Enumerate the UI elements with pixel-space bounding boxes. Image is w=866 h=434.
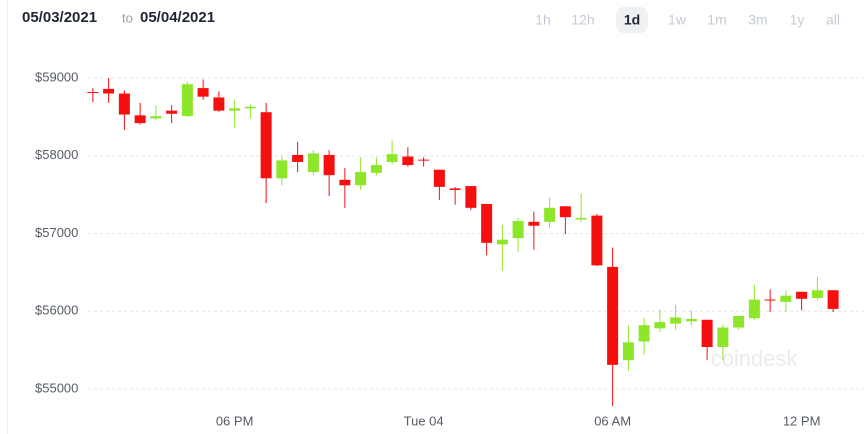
candle-body [528,221,540,226]
candle-body [386,154,398,162]
candle-body [402,156,414,166]
timeframe-selected-bg [616,7,648,33]
candle-body [292,154,304,162]
candle-body [654,322,666,329]
candle-body [181,84,193,117]
date-from[interactable]: 05/03/2021 [22,9,97,26]
candle-body [544,207,556,222]
candle-body [481,203,493,243]
candle-body [465,186,477,208]
candle-body [685,318,697,322]
y-tick-label: $57000 [35,225,78,240]
timeframe-button[interactable]: 3m [748,12,767,28]
candle-body [701,319,713,347]
candle-body [197,88,209,97]
candle-body [370,165,382,173]
candle-body [166,110,178,114]
candle-body [307,153,319,173]
candle-body [433,169,445,187]
watermark: coindesk [711,346,799,371]
candle-body [559,206,571,218]
candle-body [811,290,823,299]
candle-body [276,160,288,179]
candle-body [733,315,745,328]
candle-body [87,91,99,93]
y-tick-label: $56000 [35,303,78,318]
candle-body [229,108,241,111]
y-tick-label: $59000 [35,69,78,84]
x-tick-label: Tue 04 [404,413,444,428]
y-tick-label: $55000 [35,380,78,395]
candle-body [607,266,619,365]
candle-body [339,179,351,186]
candle-body [780,295,792,302]
candle-body [796,291,808,299]
candle-body [717,327,729,347]
candle-body [496,239,508,245]
candle-body [260,112,272,179]
candle-body [244,106,256,109]
timeframe-button[interactable]: 1d [624,12,640,28]
candle-body [355,172,367,186]
candle-body [418,159,430,161]
candle-body [748,299,760,319]
candle-body [213,97,225,111]
candle-body [764,299,776,301]
candle-body [134,115,146,124]
x-tick-label: 06 AM [594,413,631,428]
candle-body [103,88,115,94]
candle-body [670,317,682,324]
candle-body [622,342,634,361]
timeframe-button[interactable]: 12h [571,12,594,28]
x-tick-label: 12 PM [783,413,821,428]
candle-body [591,215,603,266]
candle-body [512,221,524,239]
candle-body [827,290,839,309]
timeframe-button[interactable]: 1w [668,12,687,28]
timeframe-button[interactable]: 1m [707,12,726,28]
x-tick-label: 06 PM [216,413,254,428]
timeframe-button[interactable]: all [826,12,840,28]
candle-body [575,217,587,220]
date-to-word: to [122,10,133,25]
timeframe-button[interactable]: 1y [790,12,805,28]
y-tick-label: $58000 [35,147,78,162]
candle-body [323,154,335,176]
candle-body [449,188,461,190]
candle-body [638,325,650,342]
timeframe-button[interactable]: 1h [535,12,551,28]
candle-body [150,116,162,119]
date-to[interactable]: 05/04/2021 [140,9,215,26]
candle-body [118,93,130,115]
